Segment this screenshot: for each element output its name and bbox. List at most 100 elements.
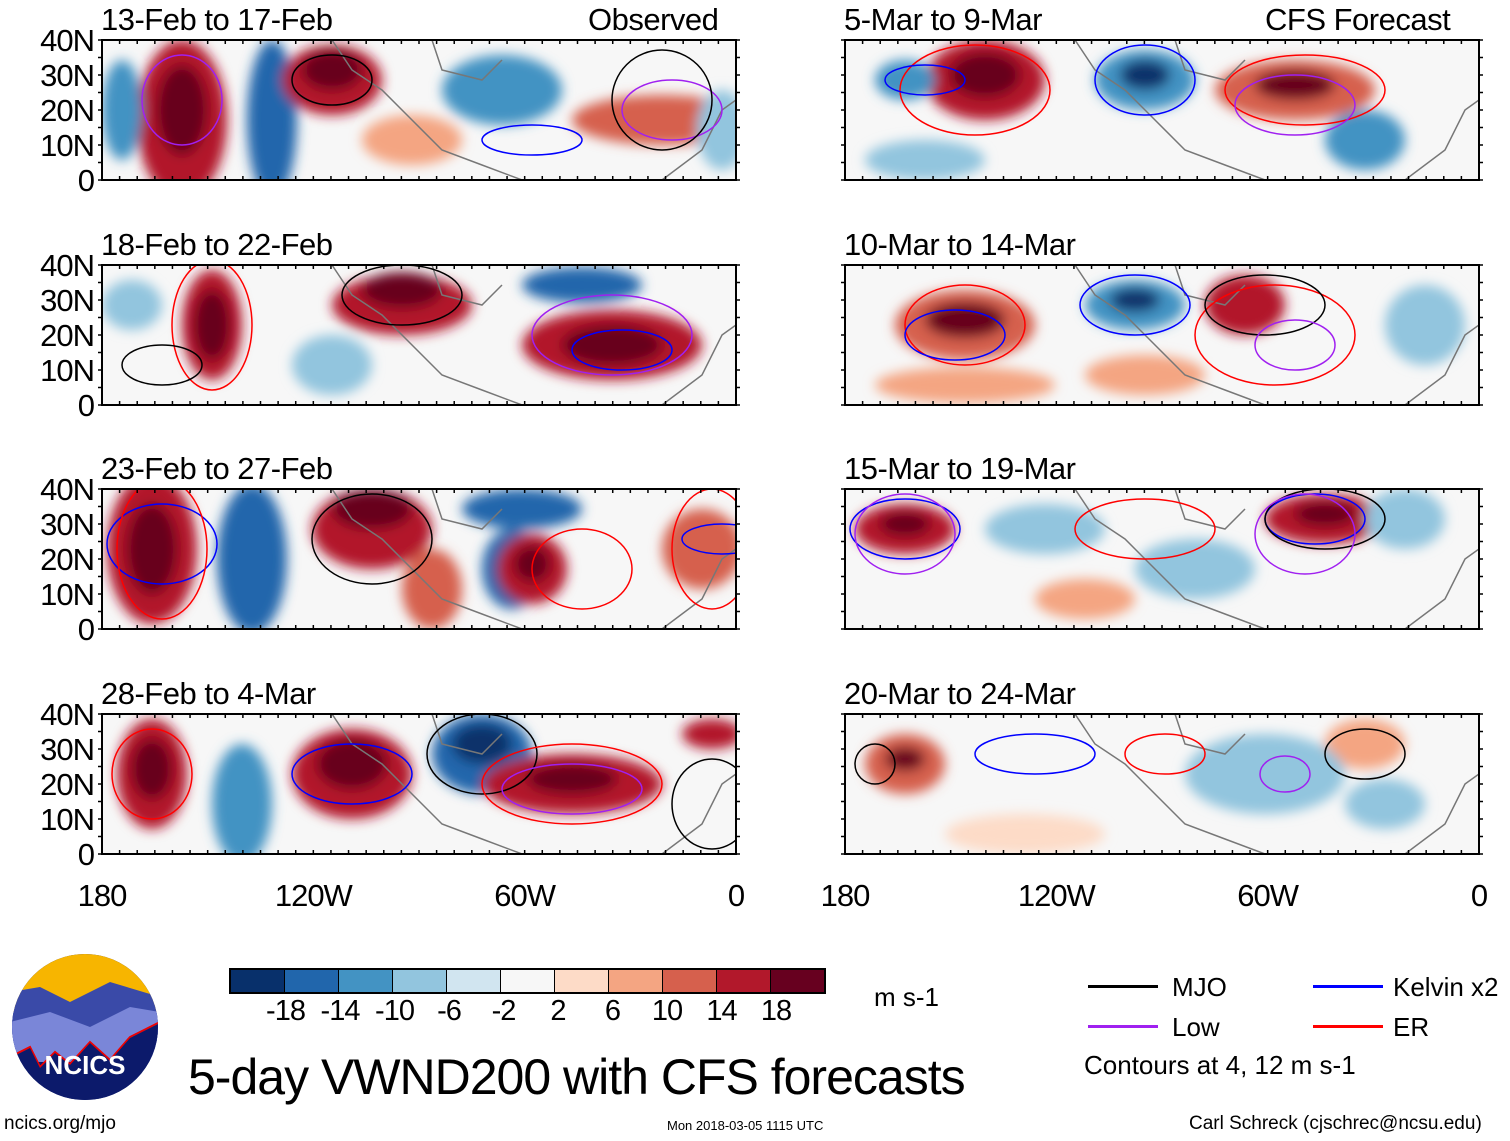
wind-anomaly-region (522, 267, 642, 303)
wind-anomaly-region (1345, 779, 1425, 829)
wave-contour (141, 54, 223, 146)
wind-anomaly-region (362, 272, 442, 308)
observed-label: Observed (588, 2, 719, 37)
colorbar-swatch (555, 970, 609, 992)
wind-anomaly-region (212, 744, 272, 854)
colorbar-swatch (717, 970, 771, 992)
wind-anomaly-region (1385, 285, 1465, 365)
colorbar-swatch (285, 970, 339, 992)
wind-anomaly-region (885, 747, 925, 771)
lat-label: 20N (40, 542, 95, 577)
forecast-label: CFS Forecast (1265, 2, 1451, 37)
wave-contour (171, 265, 253, 391)
map-panel (98, 713, 740, 855)
lat-label: 20N (40, 318, 95, 353)
wave-contour (481, 124, 583, 156)
footer-author: Carl Schreck (cjschrec@ncsu.edu) (1189, 1113, 1482, 1134)
colorbar-swatch (609, 970, 663, 992)
wave-contour (291, 743, 413, 805)
legend-label-low: Low (1172, 1012, 1220, 1042)
wind-anomaly-region (950, 53, 1020, 97)
lat-label: 20N (40, 767, 95, 802)
wave-contour (1204, 274, 1326, 336)
colorbar-tick: 6 (604, 995, 621, 1027)
wind-anomaly-region (362, 115, 462, 165)
wind-anomaly-region (875, 367, 1055, 403)
map-panel (841, 264, 1483, 406)
wave-contour (1124, 733, 1206, 775)
wave-contour (1324, 728, 1406, 780)
colorbar-tick: -6 (437, 995, 462, 1027)
wave-contour (1254, 493, 1356, 575)
colorbar-tick: 14 (706, 995, 737, 1027)
footer-url: ncics.org/mjo (4, 1113, 116, 1134)
wave-contour (1079, 274, 1191, 336)
wind-anomaly-region (1120, 60, 1170, 90)
wave-contour (531, 528, 633, 610)
wave-contour (1224, 54, 1386, 126)
lon-label: 0 (727, 878, 745, 913)
wind-anomaly-region (194, 290, 230, 360)
wind-anomaly-region (925, 302, 1005, 338)
wave-contour (1264, 489, 1386, 550)
legend-line-mjo (1088, 985, 1158, 988)
wave-contour (849, 498, 961, 560)
legend-label-kelvin: Kelvin x2 (1393, 972, 1499, 1002)
colorbar (229, 968, 826, 994)
panel-title: 28-Feb to 4-Mar (101, 676, 316, 711)
wind-anomaly-region (985, 504, 1105, 554)
panel-title: 23-Feb to 27-Feb (101, 451, 333, 486)
lon-label: 60W (1237, 878, 1299, 913)
wind-anomaly-region (217, 489, 287, 629)
wave-contour (426, 714, 538, 795)
wind-anomaly-region (1205, 275, 1285, 335)
wave-contour (671, 489, 736, 610)
colorbar-swatch (501, 970, 555, 992)
lat-label: 40N (40, 472, 95, 507)
wind-anomaly-region (1110, 288, 1160, 312)
wind-anomaly-region (1185, 734, 1345, 814)
wind-anomaly-region (682, 719, 736, 749)
wave-contour (854, 493, 956, 575)
lon-label: 180 (77, 878, 128, 913)
colorbar-swatch (447, 970, 501, 992)
lat-label: 40N (40, 697, 95, 732)
map-panel (841, 713, 1483, 855)
map-panel (841, 488, 1483, 630)
colorbar-swatch (393, 970, 447, 992)
wind-anomaly-region (157, 65, 207, 155)
wave-contour (571, 329, 673, 371)
legend-line-low (1088, 1025, 1158, 1028)
legend-line-kelvin (1313, 985, 1383, 988)
lat-label: 30N (40, 283, 95, 318)
wind-anomaly-region (865, 140, 985, 180)
colorbar-tick: -14 (320, 995, 361, 1027)
wind-anomaly-region (662, 509, 736, 589)
map-panel (98, 488, 740, 630)
wave-contour (106, 503, 218, 585)
wind-anomaly-region (1295, 502, 1355, 526)
ncics-logo: NCICS (12, 954, 158, 1100)
wave-contour (1194, 284, 1356, 386)
wave-contour (1074, 498, 1216, 560)
figure-title: 5-day VWND200 with CFS forecasts (188, 1049, 966, 1105)
colorbar-tick: 10 (651, 995, 683, 1027)
wave-contour (904, 284, 1026, 366)
colorbar-units: m s-1 (874, 982, 939, 1012)
map-panel (841, 39, 1483, 181)
panel-title: 13-Feb to 17-Feb (101, 2, 333, 37)
wind-anomaly-region (697, 90, 736, 170)
lat-label: 30N (40, 732, 95, 767)
panel-title: 18-Feb to 22-Feb (101, 227, 333, 262)
wave-contour (681, 523, 736, 555)
lat-label: 0 (77, 612, 95, 647)
lat-label: 30N (40, 58, 95, 93)
lon-label: 180 (820, 878, 871, 913)
colorbar-tick: 18 (760, 995, 792, 1027)
contour-note: Contours at 4, 12 m s-1 (1084, 1050, 1356, 1080)
wave-contour (116, 489, 208, 620)
wind-anomaly-region (527, 764, 617, 794)
coastline (1074, 714, 1479, 854)
wave-contour (974, 733, 1096, 775)
wind-anomaly-region (332, 489, 412, 529)
